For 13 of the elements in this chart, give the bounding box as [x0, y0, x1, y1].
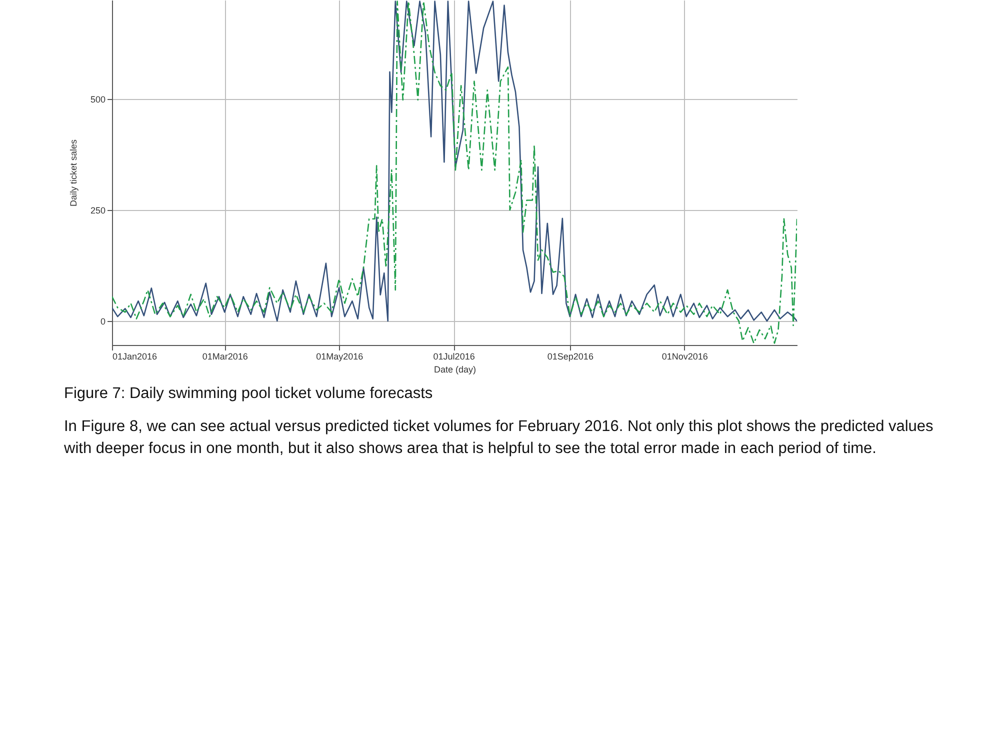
x-axis-title: Date (day): [434, 364, 476, 374]
y-tick-label: 0: [100, 316, 106, 327]
x-tick-label: 01Sep2016: [547, 352, 594, 362]
y-tick-label: 250: [90, 206, 106, 216]
y-axis-title: Daily ticket sales: [68, 138, 78, 207]
y-tick-label: 500: [90, 94, 106, 105]
text: In Figure 8, we can see actual versus predicted ticket volumes for February 2016. Not only this plot shows the predicted values with deeper focus in one month, but it also shows area that is helpful to see the total error made in each period of time.: [64, 417, 934, 459]
x-tick-label: 01Jan2016: [112, 352, 158, 362]
caption: Figure 7: Daily swimming pool ticket volume forecasts: [64, 384, 434, 404]
x-tick-label: 01Jul2016: [433, 352, 475, 362]
x-tick-label: 01Nov2016: [662, 352, 708, 362]
x-tick-label: 01May2016: [316, 352, 364, 362]
x-tick-label: 01Mar2016: [202, 352, 248, 362]
